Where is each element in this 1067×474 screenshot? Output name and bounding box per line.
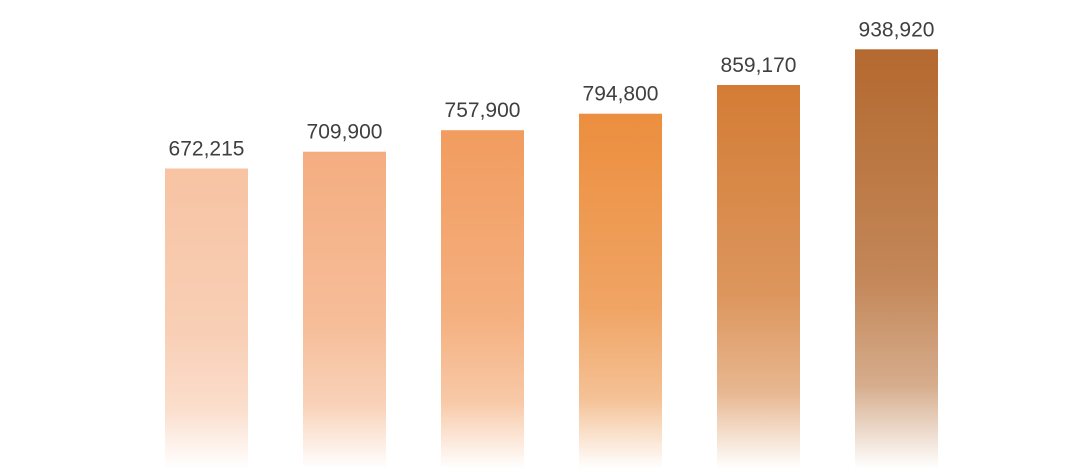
bar-2: [303, 151, 386, 469]
bar-3: [441, 130, 524, 469]
data-label-4: 794,800: [583, 83, 659, 106]
bar-6: [855, 49, 938, 470]
data-label-1: 672,215: [169, 138, 245, 161]
data-label-2: 709,900: [307, 121, 383, 144]
data-labels-group: 672,215 709,900 757,900 794,800 859,170 938,9…: [169, 18, 935, 160]
bar-4: [579, 113, 662, 469]
bars-group: [165, 49, 938, 470]
bar-5: [717, 85, 800, 469]
data-label-6: 938,920: [859, 18, 935, 41]
data-label-3: 757,900: [445, 99, 521, 122]
data-label-5: 859,170: [721, 54, 797, 77]
bar-1: [165, 168, 248, 469]
